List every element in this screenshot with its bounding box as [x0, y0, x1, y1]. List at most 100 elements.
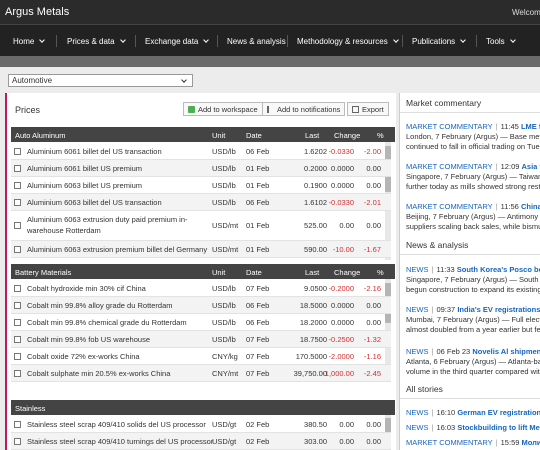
- table-row[interactable]: Aluminium 6061 billet US premium USD/lb 01…: [11, 160, 391, 177]
- story-item[interactable]: MARKET COMMENTARY|12:09 Asia ferroSingap…: [406, 162, 540, 192]
- table-row[interactable]: Cobalt min 99.8% fob US warehouse USD/lb 0…: [11, 331, 391, 348]
- col-date[interactable]: Date: [246, 131, 262, 140]
- col-unit[interactable]: Unit: [212, 268, 226, 277]
- price-unit: USD/lb: [212, 164, 236, 173]
- row-checkbox[interactable]: [14, 353, 21, 360]
- story-headline[interactable]: Asia ferro: [521, 162, 540, 171]
- price-name[interactable]: Cobalt min 99.8% chemical grade du Rotte…: [27, 318, 187, 327]
- col-change[interactable]: Change: [334, 268, 361, 277]
- price-name[interactable]: Stainless steel scrap 409/410 solids del…: [27, 420, 206, 429]
- table-row[interactable]: Stainless steel scrap 409/410 turnings d…: [11, 433, 391, 450]
- story-tag: NEWS: [406, 347, 429, 356]
- price-change: -0.0330: [328, 198, 354, 207]
- row-checkbox[interactable]: [14, 165, 21, 172]
- table-row[interactable]: Stainless steel scrap 409/410 solids del…: [11, 416, 391, 433]
- sector-select[interactable]: Automotive: [8, 74, 193, 87]
- table-row[interactable]: Cobalt oxide 72% ex-works China CNY/kg 07 …: [11, 348, 391, 365]
- story-item[interactable]: NEWS|06 Feb 23 Novelis Al shipmentsAtlan…: [406, 347, 540, 377]
- story-headline[interactable]: German EV registrations: [457, 408, 540, 417]
- story-item[interactable]: NEWS | 09:37 India's EV registrations f Mum…: [406, 305, 540, 335]
- argus-logo[interactable]: Argus Metals: [5, 6, 70, 18]
- nav-exchange-data[interactable]: Exchange data: [145, 37, 210, 46]
- price-last: 9.0500: [304, 284, 327, 293]
- row-checkbox[interactable]: [14, 302, 21, 309]
- col-pct[interactable]: %: [377, 131, 384, 140]
- table-row[interactable]: Aluminium 6063 billet del US transaction…: [11, 194, 391, 211]
- price-name[interactable]: Cobalt sulphate min 20.5% ex-works China: [27, 369, 171, 378]
- story-headline[interactable]: India's EV registrations f: [457, 305, 540, 314]
- add-to-notifications-button[interactable]: Add to notifications: [262, 102, 346, 116]
- price-name[interactable]: Stainless steel scrap 409/410 turnings d…: [27, 437, 214, 446]
- price-date: 06 Feb: [246, 301, 270, 310]
- price-name[interactable]: Cobalt hydroxide min 30% cif China: [27, 284, 146, 293]
- price-change: 0.0000: [331, 181, 354, 190]
- price-pct: 0.00: [366, 420, 381, 429]
- nav-methodology[interactable]: Methodology & resources: [297, 37, 399, 46]
- story-item[interactable]: NEWS | 16:03 Stockbuilding to lift Mex: [406, 423, 540, 433]
- story-item[interactable]: MARKET COMMENTARY|15:59 Молибден: [406, 438, 540, 448]
- story-item[interactable]: MARKET COMMENTARY|11:45 LME futuresLondo…: [406, 122, 540, 152]
- col-unit[interactable]: Unit: [212, 131, 226, 140]
- table-row[interactable]: Cobalt min 99.8% alloy grade du Rotterda…: [11, 297, 391, 314]
- nav-tools[interactable]: Tools: [486, 37, 516, 46]
- price-unit: USD/mt: [212, 221, 239, 230]
- right-panel: Market commentary MARKET COMMENTARY | 11:4…: [399, 93, 540, 450]
- nav-divider: [217, 35, 218, 47]
- table-row[interactable]: Aluminium 6063 extrusion premium billet …: [11, 241, 391, 258]
- price-name[interactable]: Aluminium 6061 billet del US transaction: [27, 147, 162, 156]
- chevron-down-icon: [392, 37, 399, 43]
- price-name-line2[interactable]: warehouse Rotterdam: [27, 226, 101, 235]
- row-checkbox[interactable]: [14, 370, 21, 377]
- nav-home[interactable]: Home: [13, 37, 46, 46]
- col-pct[interactable]: %: [377, 268, 384, 277]
- row-checkbox[interactable]: [14, 199, 21, 206]
- story-headline[interactable]: Молибден: [521, 438, 540, 447]
- story-headline[interactable]: China min: [520, 202, 540, 211]
- story-headline[interactable]: South Korea's Posco boos: [456, 265, 540, 274]
- col-last[interactable]: Last: [305, 268, 320, 277]
- row-checkbox[interactable]: [14, 148, 21, 155]
- story-item[interactable]: NEWS|11:33 South Korea's Posco boosSinga…: [406, 265, 540, 295]
- table-row[interactable]: Cobalt min 99.8% chemical grade du Rotte…: [11, 314, 391, 331]
- table-row[interactable]: Cobalt sulphate min 20.5% ex-works China…: [11, 365, 391, 382]
- nav-news-analysis[interactable]: News & analysis: [227, 37, 286, 46]
- story-item[interactable]: MARKET COMMENTARY|11:56 China minBeijing…: [406, 202, 540, 232]
- story-time: 06 Feb 23: [436, 347, 471, 356]
- price-last: 18.5000: [299, 301, 327, 310]
- story-headline[interactable]: Stockbuilding to lift Mex: [457, 423, 540, 432]
- col-last[interactable]: Last: [305, 131, 320, 140]
- row-checkbox[interactable]: [14, 319, 21, 326]
- row-checkbox[interactable]: [14, 438, 21, 445]
- price-name[interactable]: Aluminium 6061 billet US premium: [27, 164, 143, 173]
- nav-prices-data[interactable]: Prices & data: [67, 37, 126, 46]
- price-name[interactable]: Cobalt min 99.8% alloy grade du Rotterda…: [27, 301, 173, 310]
- row-checkbox[interactable]: [14, 285, 21, 292]
- table-row[interactable]: Aluminium 6063 extrusion duty paid premi…: [11, 211, 391, 241]
- add-to-workspace-button[interactable]: Add to workspace: [183, 102, 263, 116]
- price-name[interactable]: Aluminium 6063 extrusion premium billet …: [27, 245, 208, 254]
- price-name[interactable]: Aluminium 6063 extrusion duty paid premi…: [27, 215, 188, 224]
- export-button[interactable]: Export: [347, 102, 389, 116]
- price-last: 1.6202: [304, 147, 327, 156]
- row-checkbox[interactable]: [14, 182, 21, 189]
- col-change[interactable]: Change: [334, 131, 361, 140]
- col-date[interactable]: Date: [246, 268, 262, 277]
- story-item[interactable]: NEWS | 16:10 German EV registrations: [406, 408, 540, 418]
- story-headline[interactable]: LME futures: [520, 122, 540, 131]
- price-date: 07 Feb: [246, 284, 270, 293]
- table-row[interactable]: Aluminium 6061 billet del US transaction…: [11, 143, 391, 160]
- table-row[interactable]: Aluminium 6063 billet US premium USD/lb 01…: [11, 177, 391, 194]
- price-name[interactable]: Aluminium 6063 billet del US transaction: [27, 198, 162, 207]
- table-row[interactable]: Cobalt hydroxide min 30% cif China USD/lb…: [11, 280, 391, 297]
- price-name[interactable]: Cobalt min 99.8% fob US warehouse: [27, 335, 150, 344]
- story-headline[interactable]: Novelis Al shipments: [472, 347, 540, 356]
- price-name[interactable]: Cobalt oxide 72% ex-works China: [27, 352, 140, 361]
- price-name[interactable]: Aluminium 6063 billet US premium: [27, 181, 143, 190]
- price-date: 06 Feb: [246, 198, 270, 207]
- price-pct: 0.00: [366, 164, 381, 173]
- row-checkbox[interactable]: [14, 246, 21, 253]
- row-checkbox[interactable]: [14, 336, 21, 343]
- row-checkbox[interactable]: [14, 421, 21, 428]
- row-checkbox[interactable]: [14, 222, 21, 229]
- nav-publications[interactable]: Publications: [412, 37, 466, 46]
